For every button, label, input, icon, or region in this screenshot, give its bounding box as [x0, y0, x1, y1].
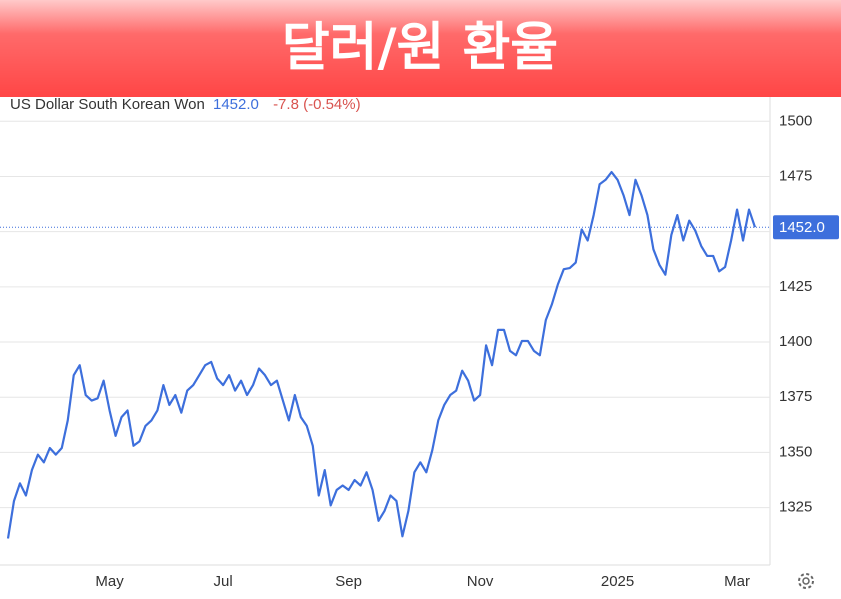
x-tick-label: Mar — [724, 573, 750, 590]
y-tick-label: 1400 — [779, 333, 812, 350]
quote-name: US Dollar South Korean Won — [10, 96, 205, 113]
quote-price: 1452.0 — [213, 96, 259, 113]
title-banner — [0, 0, 841, 97]
x-tick-label: Jul — [214, 573, 233, 590]
y-tick-label: 1350 — [779, 443, 812, 460]
last-price-label: 1452.0 — [779, 219, 825, 236]
quote-change: -7.8 (-0.54%) — [273, 96, 361, 113]
y-tick-label: 1500 — [779, 112, 812, 129]
y-tick-label: 1425 — [779, 278, 812, 295]
last-price-box — [773, 215, 839, 240]
settings-icon[interactable] — [798, 573, 814, 589]
x-tick-label: Nov — [467, 573, 494, 590]
y-tick-label: 1375 — [779, 388, 812, 405]
y-tick-label: 1325 — [779, 499, 812, 516]
y-tick-label: 1475 — [779, 167, 812, 184]
price-line — [6, 170, 757, 539]
title: 달러/원 환율 — [282, 18, 558, 78]
quote-line: US Dollar South Korean Won 1452.0 -7.8 (… — [10, 96, 361, 113]
x-tick-label: Sep — [335, 573, 362, 590]
x-tick-label: 2025 — [601, 573, 634, 590]
x-tick-label: May — [95, 573, 124, 590]
